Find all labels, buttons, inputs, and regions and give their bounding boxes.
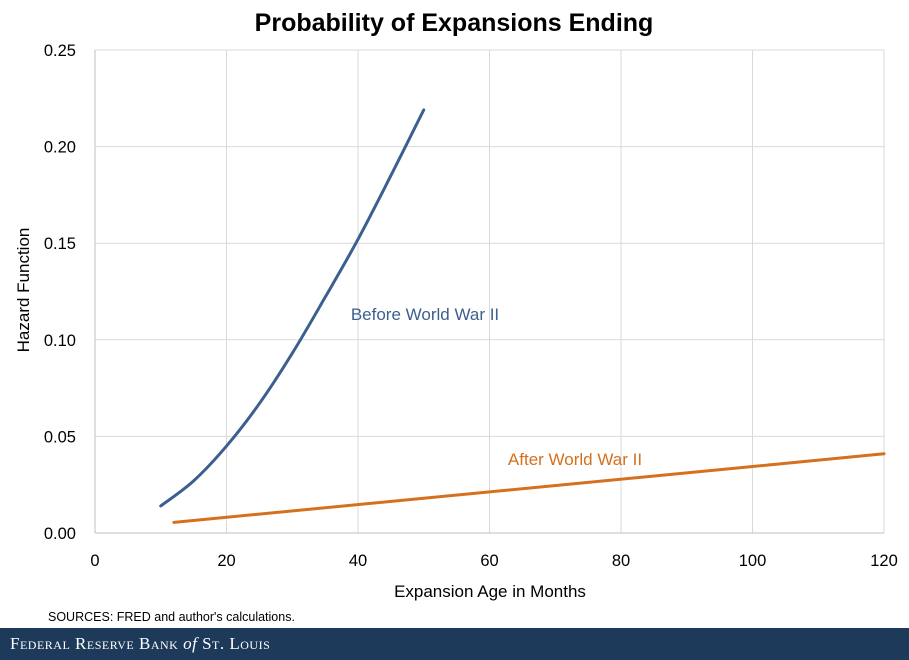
chart: 0.000.050.100.150.200.250 20 40 60 80 100 120 … xyxy=(14,9,898,624)
footer-brand-of: of xyxy=(183,634,198,653)
grid-layer xyxy=(95,49,885,533)
y-tick-label: 0.10 xyxy=(44,332,76,350)
y-tick-label: 0.25 xyxy=(44,42,76,60)
source-note: SOURCES: FRED and author's calculations. xyxy=(48,610,295,624)
y-tick-label: 0.20 xyxy=(44,139,76,157)
x-tick-label: 20 xyxy=(217,552,235,570)
x-tick-label: 120 xyxy=(870,552,898,570)
x-tick-label: 0 xyxy=(90,552,99,570)
footer-banner: Federal Reserve Bank of St. Louis xyxy=(0,628,909,660)
series-label-after-world-war-ii: After World War II xyxy=(508,450,642,469)
y-tick-label: 0.15 xyxy=(44,235,76,253)
series-layer: Before World War II After World War II xyxy=(159,108,886,524)
y-axis-title: Hazard Function xyxy=(14,228,33,353)
x-tick-label: 60 xyxy=(480,552,498,570)
x-tick-label: 80 xyxy=(612,552,630,570)
footer-brand: Federal Reserve Bank of St. Louis xyxy=(10,634,270,654)
chart-title: Probability of Expansions Ending xyxy=(255,9,654,37)
x-tick-label: 40 xyxy=(349,552,367,570)
y-tick-label: 0.05 xyxy=(44,428,76,446)
axis-layer xyxy=(94,50,884,534)
footer-brand-prefix: Federal Reserve Bank xyxy=(10,634,179,653)
y-tick-label: 0.00 xyxy=(44,525,76,543)
footer-brand-suffix: St. Louis xyxy=(202,634,271,653)
series-line-before-world-war-ii xyxy=(159,108,426,508)
tick-layer: 0.00 0.05 0.10 0.15 0.20 0.25 0 20 40 60 80 100 120 xyxy=(44,42,898,570)
series-line-after-world-war-ii xyxy=(172,452,886,524)
x-tick-label: 100 xyxy=(739,552,767,570)
series-label-before-world-war-ii: Before World War II xyxy=(351,305,499,324)
x-axis-title: Expansion Age in Months xyxy=(394,582,586,601)
